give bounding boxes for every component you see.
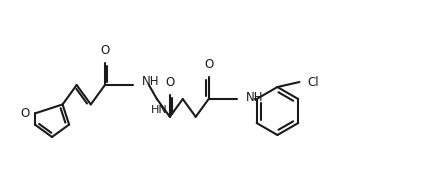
Text: O: O	[165, 76, 175, 89]
Text: NH: NH	[246, 91, 263, 104]
Text: Cl: Cl	[307, 75, 319, 89]
Text: NH: NH	[142, 75, 160, 88]
Text: O: O	[21, 107, 30, 120]
Text: O: O	[204, 58, 213, 71]
Text: HN: HN	[151, 105, 167, 115]
Text: O: O	[100, 44, 110, 57]
